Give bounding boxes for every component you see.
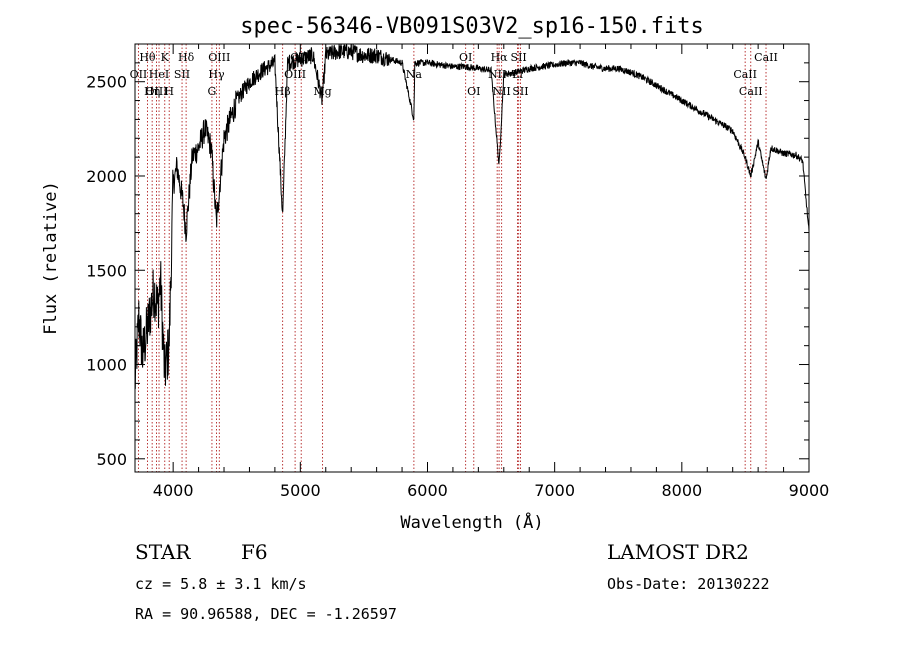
x-tick-label: 6000 [407, 481, 448, 500]
spectral-line-label: Li [512, 68, 523, 81]
spectral-line-label: OIII [208, 51, 230, 64]
spectral-line-label: NII [492, 85, 510, 98]
spectral-line-label: SII [512, 85, 528, 98]
x-axis-label: Wavelength (Å) [400, 511, 543, 533]
plot-frame [134, 43, 810, 473]
spectral-line-label: H [164, 85, 174, 98]
spectral-line-label: CaII [739, 85, 763, 98]
y-tick-label: 2500 [86, 73, 127, 92]
spectral-line-label: OI [459, 51, 472, 64]
x-tick-label: 7000 [534, 481, 575, 500]
survey-name: LAMOST DR2 [607, 540, 749, 564]
spectral-line-label: SII [511, 51, 527, 64]
spectral-line-label: CaII [733, 68, 757, 81]
spectral-line-label: K [161, 51, 170, 64]
spectral-line-label: Hθ [139, 51, 156, 64]
spectral-line-label: OIII [284, 68, 306, 81]
spectral-line-label: OI [467, 85, 480, 98]
spectral-line-label: HeI [149, 68, 169, 81]
spectral-line-label: NII [488, 68, 506, 81]
y-tick-label: 500 [96, 450, 127, 469]
spectral-line-label: CaII [754, 51, 778, 64]
redshift-cz: cz = 5.8 ± 3.1 km/s [135, 575, 307, 593]
y-tick-label: 1000 [86, 356, 127, 375]
spectral-line-label: SII [174, 68, 190, 81]
spectral-line-label: Hη [144, 85, 160, 98]
x-tick-label: 8000 [661, 481, 702, 500]
y-axis-ticks: 500 1000 1500 2000 2500 [86, 43, 809, 469]
spectral-line-label: Na [406, 68, 423, 81]
spectrum-line [134, 43, 810, 389]
spectral-line-label: Hβ [275, 85, 291, 98]
x-tick-label: 5000 [280, 481, 321, 500]
spectral-line-label: OII [130, 68, 148, 81]
spectral-line-label: Hγ [208, 68, 225, 81]
object-class: STAR [135, 540, 191, 564]
chart-title: spec-56346-VB091S03V2_sp16-150.fits [240, 14, 704, 39]
x-tick-label: 4000 [153, 481, 194, 500]
object-subclass: F6 [241, 540, 268, 564]
observation-date: Obs-Date: 20130222 [607, 575, 770, 593]
x-tick-label: 9000 [789, 481, 830, 500]
spectral-line-label: OIII [145, 85, 167, 98]
coordinates: RA = 90.96588, DEC = -1.26597 [135, 605, 397, 623]
spectral-line-markers [137, 44, 767, 472]
y-axis-label: Flux (relative) [41, 181, 61, 335]
x-axis-ticks: 4000 5000 6000 7000 8000 9000 [153, 44, 830, 500]
spectral-line-label: Hα [491, 51, 509, 64]
y-tick-label: 2000 [86, 167, 127, 186]
spectral-line-label: G [208, 85, 217, 98]
spectral-line-label: Hδ [178, 51, 195, 64]
y-tick-label: 1500 [86, 261, 127, 280]
